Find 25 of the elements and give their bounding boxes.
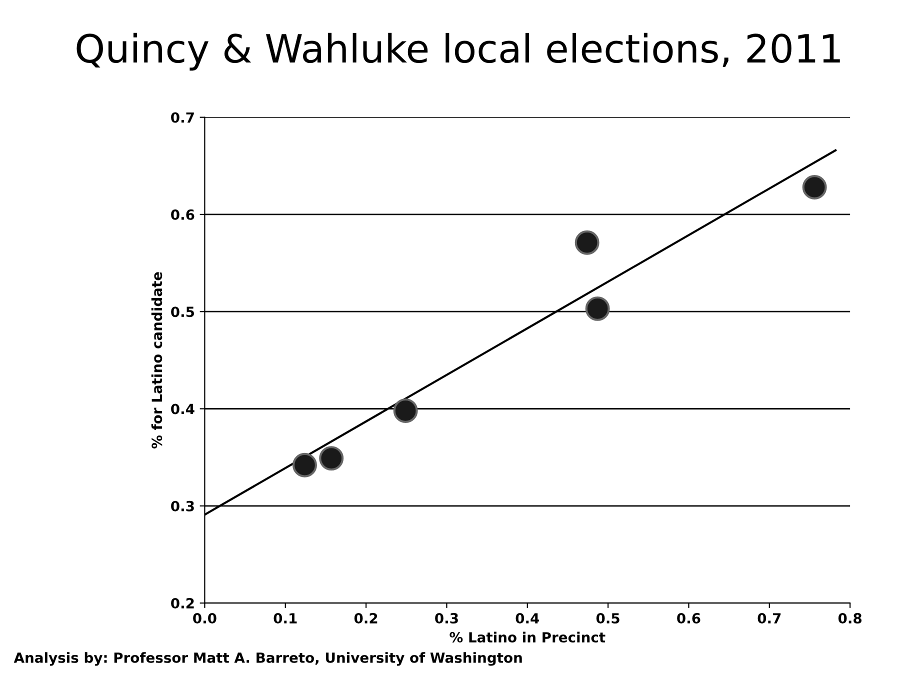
x-tick-label: 0.5: [596, 613, 620, 624]
text: Analysis by: Professor Matt A. Barreto, University of Washington: [14, 652, 522, 666]
x-tick-label: 0.6: [677, 613, 700, 624]
x-tick-label: 0.4: [516, 613, 540, 624]
x-tick-label: 0.3: [435, 613, 458, 624]
y-tick-label: 0.2: [171, 598, 194, 609]
x-tick-label: 0.1: [274, 613, 297, 624]
y-tick-label: 0.4: [171, 404, 194, 414]
y-tick-label: 0.5: [171, 306, 194, 318]
y-tick-label: 0.6: [171, 209, 194, 220]
point: [585, 296, 610, 321]
point: [393, 398, 418, 423]
point: [574, 230, 600, 255]
y-axis-title: % for Latino candidate: [151, 272, 162, 448]
y-tick-label: 0.3: [171, 500, 194, 512]
point: [292, 452, 317, 478]
x-tick-label: 0.7: [758, 613, 781, 624]
x-axis-title: % Latino in Precinct: [450, 632, 606, 643]
point: [319, 446, 344, 471]
point: [802, 175, 827, 200]
x-tick-label: 0.8: [838, 613, 862, 624]
x-tick-label: 0.2: [354, 613, 378, 624]
y-tick-label: 0.7: [171, 112, 194, 123]
x-tick-label: 0.0: [193, 613, 216, 624]
chart-title: Quincy & Wahluke local elections, 2011: [76, 32, 840, 71]
